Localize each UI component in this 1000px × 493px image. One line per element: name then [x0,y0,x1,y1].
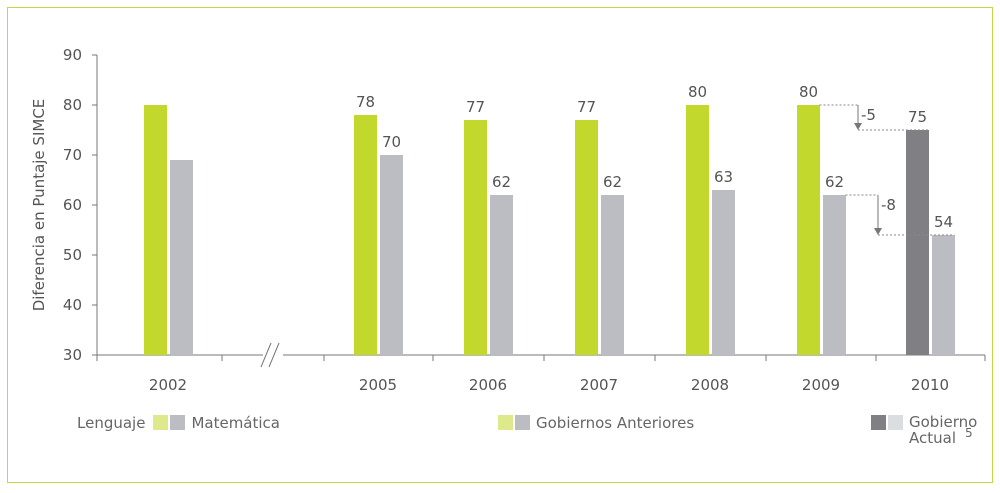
bar-lenguaje-2006 [464,120,487,355]
y-tick-label: 60 [63,196,82,214]
annotation-arrowhead [854,123,862,130]
data-label: 54 [934,213,953,231]
legend-subjects: Lenguaje Matemática [77,414,280,432]
legend-swatch-previous-lenguaje [498,415,513,430]
x-tick-label: 2007 [580,376,618,394]
bar-lenguaje-2009 [797,105,820,355]
legend-label-gobierno-actual: Gobierno Actual [909,413,978,447]
data-label: 78 [356,93,375,111]
x-tick-label: 2002 [149,376,187,394]
y-tick-label: 50 [63,246,82,264]
y-tick-label: 70 [63,146,82,164]
axis-break-mark [260,342,272,368]
x-tick-label: 2010 [911,376,949,394]
legend-swatch-previous-matematica [515,415,530,430]
data-label: 75 [908,108,927,126]
legend-label-lenguaje: Lenguaje [77,414,146,432]
legend-swatch-current-lenguaje [871,415,886,430]
annotation-label: -8 [881,196,896,214]
data-label: 70 [382,133,401,151]
axis-break-mark [268,342,280,368]
bar-matemtica-2008 [712,190,735,355]
legend-swatch-lenguaje [153,415,169,430]
legend-label-matematica: Matemática [191,414,280,432]
bar-lenguaje-2008 [686,105,709,355]
data-label: 80 [688,83,707,101]
bar-matemtica-2009 [823,195,846,355]
data-label: 62 [825,173,844,191]
bar-lenguaje-2010 [906,130,929,355]
y-tick-label: 30 [63,346,82,364]
bar-matemtica-2007 [601,195,624,355]
y-tick-label: 90 [63,46,82,64]
bar-matemtica-2005 [380,155,403,355]
legend-swatch-current-matematica [888,415,903,430]
data-label: 77 [577,98,596,116]
bar-matemtica-2010 [932,235,955,355]
bar-matemtica-2006 [490,195,513,355]
bar-lenguaje-2002 [144,105,167,355]
data-label: 62 [603,173,622,191]
legend-swatch-matematica [170,415,186,430]
x-tick-label: 2008 [691,376,729,394]
x-tick-label: 2009 [802,376,840,394]
bar-lenguaje-2005 [354,115,377,355]
bar-matemtica-2002 [170,160,193,355]
legend-current-government: Gobierno Actual 5 [871,413,978,447]
y-tick-label: 40 [63,296,82,314]
legend-previous-governments: Gobiernos Anteriores [498,414,694,432]
y-axis-title: Diferencia en Puntaje SIMCE [30,99,48,312]
footnote-mark: 5 [965,426,973,440]
annotation-label: -5 [861,106,876,124]
x-tick-label: 2006 [469,376,507,394]
annotation-arrowhead [874,228,882,235]
data-label: 77 [466,98,485,116]
y-tick-label: 80 [63,96,82,114]
chart-frame [7,7,993,483]
data-label: 63 [714,168,733,186]
x-tick-label: 2005 [359,376,397,394]
legend-label-gobiernos-anteriores: Gobiernos Anteriores [536,414,695,432]
data-label: 62 [492,173,511,191]
bar-lenguaje-2007 [575,120,598,355]
data-label: 80 [799,83,818,101]
